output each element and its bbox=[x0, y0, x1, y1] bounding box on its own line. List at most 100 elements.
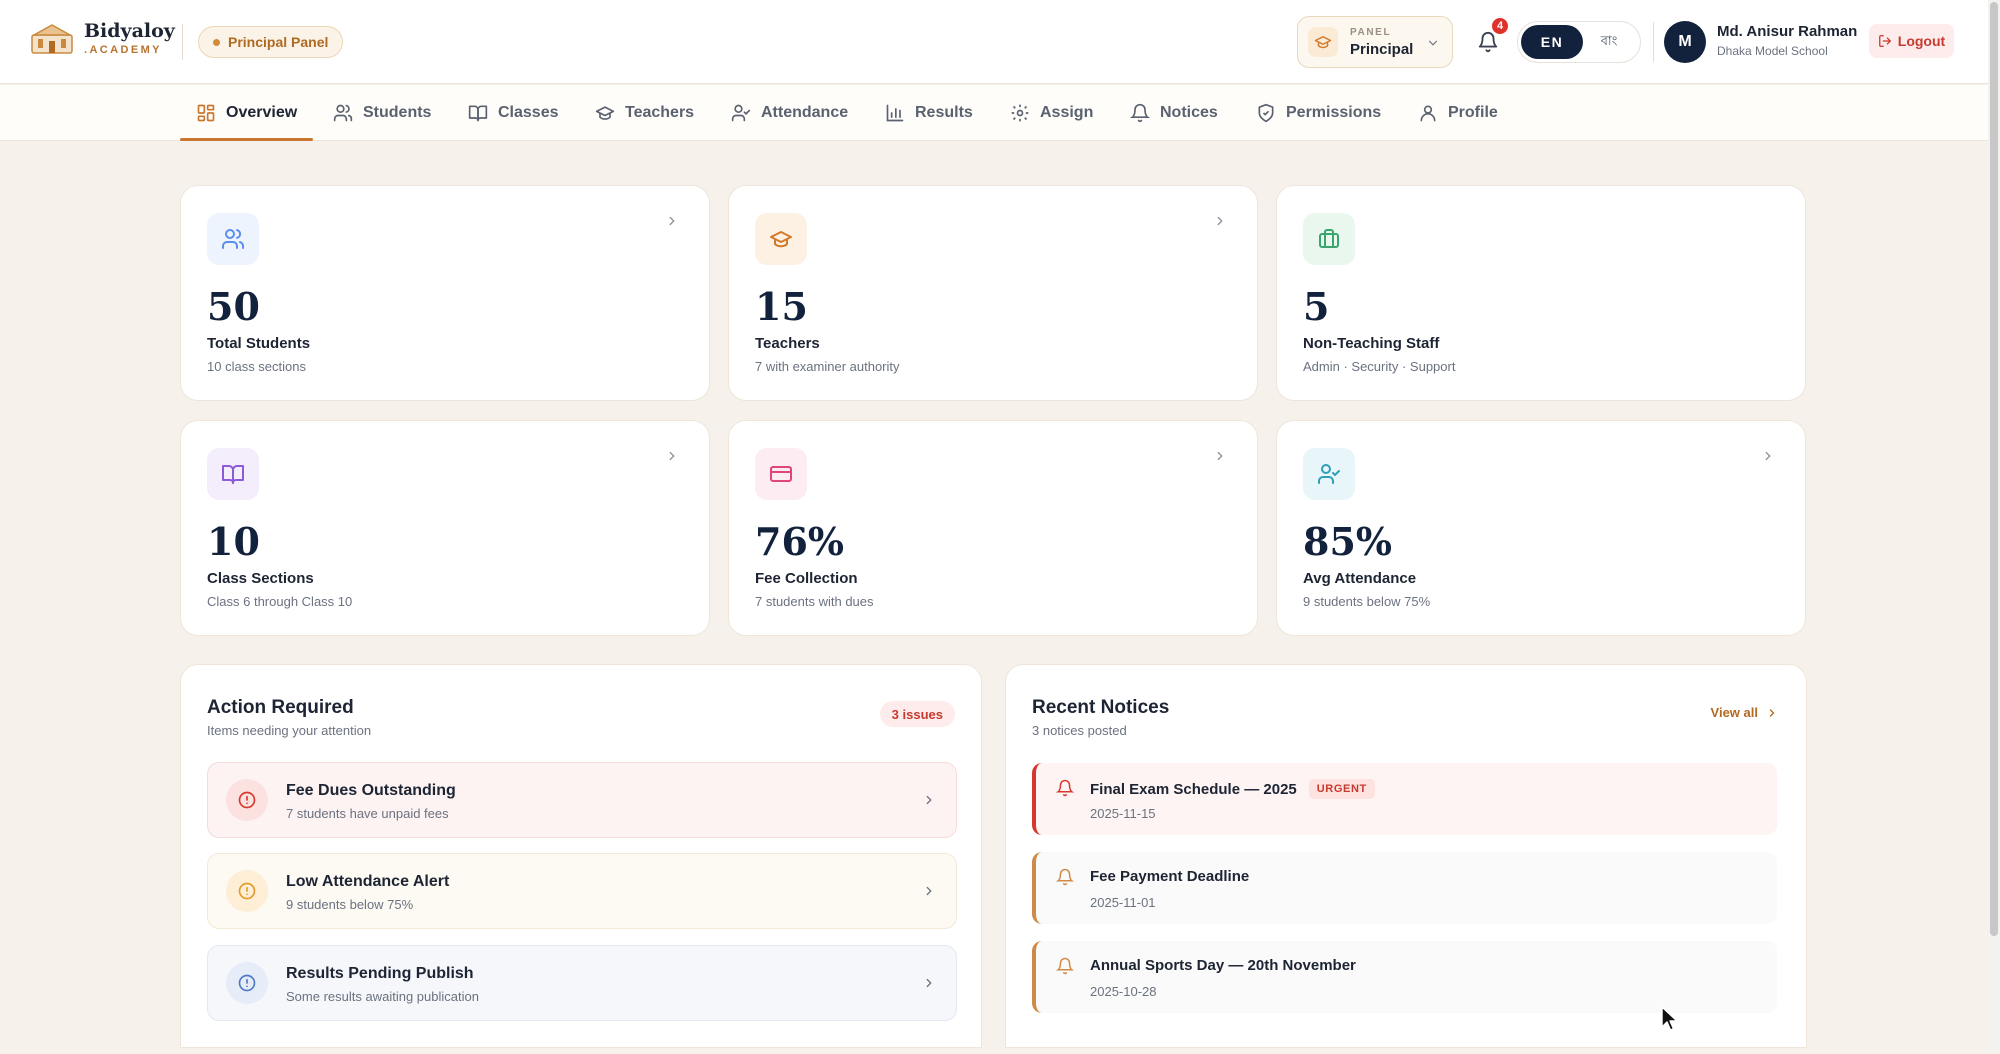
notice-title: Fee Payment Deadline bbox=[1090, 868, 1250, 885]
view-all-link[interactable]: View all bbox=[1711, 705, 1778, 720]
alert-circle-icon bbox=[226, 779, 268, 821]
stat-subtitle: 10 class sections bbox=[207, 359, 306, 374]
alert-circle-icon bbox=[226, 870, 268, 912]
tab-permissions[interactable]: Permissions bbox=[1256, 85, 1381, 141]
tab-results[interactable]: Results bbox=[885, 85, 973, 141]
tab-overview[interactable]: Overview bbox=[179, 85, 314, 141]
panel-subtitle: 3 notices posted bbox=[1032, 723, 1127, 738]
stat-label: Non-Teaching Staff bbox=[1303, 335, 1440, 352]
notice-title: Annual Sports Day — 20th November bbox=[1090, 957, 1356, 974]
notice-title-row: Final Exam Schedule — 2025 URGENT bbox=[1090, 779, 1375, 799]
stat-card-total-students[interactable]: 50 Total Students 10 class sections bbox=[180, 185, 710, 401]
tab-teachers[interactable]: Teachers bbox=[595, 85, 694, 141]
alert-low-attendance[interactable]: Low Attendance Alert 9 students below 75… bbox=[207, 853, 957, 929]
bell-icon bbox=[1056, 779, 1074, 797]
brand-name: Bidyaloy bbox=[84, 20, 175, 42]
grid-icon bbox=[197, 104, 215, 122]
book-open-icon bbox=[207, 448, 259, 500]
header-divider bbox=[1653, 22, 1654, 62]
briefcase-icon bbox=[1303, 213, 1355, 265]
language-option-bn[interactable]: বাং bbox=[1600, 33, 1618, 49]
users-icon bbox=[333, 104, 353, 122]
bell-icon bbox=[1056, 868, 1074, 886]
logout-button[interactable]: Logout bbox=[1869, 24, 1954, 58]
users-icon bbox=[207, 213, 259, 265]
user-check-icon bbox=[731, 104, 751, 122]
notice-item[interactable]: Final Exam Schedule — 2025 URGENT 2025-1… bbox=[1032, 763, 1777, 835]
chevron-right-icon bbox=[1769, 708, 1775, 717]
status-dot-icon bbox=[213, 38, 220, 46]
chevron-right-icon bbox=[926, 795, 932, 805]
chevron-right-icon bbox=[669, 451, 675, 461]
header-divider bbox=[182, 24, 183, 60]
graduation-cap-icon bbox=[755, 213, 807, 265]
stat-label: Class Sections bbox=[207, 570, 314, 587]
stat-value: 50 bbox=[207, 284, 260, 329]
notice-date: 2025-10-28 bbox=[1090, 984, 1157, 999]
alert-circle-icon bbox=[226, 962, 268, 1004]
role-select-value: Principal bbox=[1350, 40, 1414, 58]
stat-card-avg-attendance[interactable]: 85% Avg Attendance 9 students below 75% bbox=[1276, 420, 1806, 636]
notice-title-row: Fee Payment Deadline bbox=[1090, 868, 1249, 885]
language-option-en[interactable]: EN bbox=[1521, 25, 1583, 59]
panel-role-select[interactable]: PANEL Principal bbox=[1297, 16, 1453, 68]
chevron-right-icon bbox=[1217, 451, 1223, 461]
notice-title-row: Annual Sports Day — 20th November bbox=[1090, 957, 1356, 974]
user-name: Md. Anisur Rahman bbox=[1717, 23, 1858, 40]
stat-card-teachers[interactable]: 15 Teachers 7 with examiner authority bbox=[728, 185, 1258, 401]
tab-students[interactable]: Students bbox=[333, 85, 431, 141]
tab-notices[interactable]: Notices bbox=[1130, 85, 1218, 141]
notice-item[interactable]: Annual Sports Day — 20th November 2025-1… bbox=[1032, 941, 1777, 1013]
school-building-icon bbox=[31, 24, 73, 54]
notifications-button[interactable] bbox=[1468, 22, 1508, 62]
user-icon bbox=[1420, 105, 1436, 122]
book-icon bbox=[468, 105, 488, 122]
chevron-right-icon bbox=[926, 886, 932, 896]
brand-logo[interactable]: Bidyaloy .ACADEMY bbox=[30, 22, 175, 56]
view-all-label: View all bbox=[1710, 705, 1758, 720]
stat-card-fee-collection[interactable]: 76% Fee Collection 7 students with dues bbox=[728, 420, 1258, 636]
credit-card-icon bbox=[755, 448, 807, 500]
recent-notices-panel: Recent Notices 3 notices posted View all… bbox=[1005, 664, 1807, 1048]
stat-card-class-sections[interactable]: 10 Class Sections Class 6 through Class … bbox=[180, 420, 710, 636]
alert-fee-dues[interactable]: Fee Dues Outstanding 7 students have unp… bbox=[207, 762, 957, 838]
panel-badge: Principal Panel bbox=[198, 26, 344, 58]
notice-date: 2025-11-15 bbox=[1090, 806, 1156, 821]
tab-label: Attendance bbox=[761, 104, 849, 121]
tab-classes[interactable]: Classes bbox=[468, 85, 559, 141]
main-nav: Overview Students Classes Teachers Atten… bbox=[0, 85, 1988, 141]
stat-subtitle: 7 with examiner authority bbox=[755, 359, 900, 374]
tab-label: Profile bbox=[1448, 104, 1498, 121]
tab-label: Results bbox=[915, 104, 973, 121]
avatar[interactable]: M bbox=[1664, 21, 1706, 63]
notice-date: 2025-11-01 bbox=[1090, 895, 1156, 910]
stat-value: 85% bbox=[1303, 519, 1392, 564]
page-scrollbar[interactable] bbox=[1988, 0, 2000, 1054]
stat-value: 15 bbox=[755, 284, 808, 329]
stat-subtitle: 9 students below 75% bbox=[1303, 594, 1431, 609]
tab-assign[interactable]: Assign bbox=[1010, 85, 1093, 141]
alert-title: Low Attendance Alert bbox=[286, 873, 450, 890]
language-toggle[interactable]: EN বাং bbox=[1517, 21, 1641, 63]
notice-item[interactable]: Fee Payment Deadline 2025-11-01 bbox=[1032, 852, 1777, 924]
tab-attendance[interactable]: Attendance bbox=[731, 85, 848, 141]
chevron-right-icon bbox=[669, 216, 675, 226]
tab-profile[interactable]: Profile bbox=[1418, 85, 1498, 141]
graduation-cap-icon bbox=[595, 106, 615, 120]
stat-subtitle: Admin · Security · Support bbox=[1303, 359, 1456, 374]
tab-label: Permissions bbox=[1286, 104, 1382, 121]
alert-subtitle: Some results awaiting publication bbox=[286, 989, 479, 1004]
notifications-count-badge: 4 bbox=[1490, 16, 1510, 36]
shield-check-icon bbox=[1258, 103, 1274, 123]
chevron-down-icon bbox=[1428, 40, 1438, 46]
tab-label: Classes bbox=[498, 104, 559, 121]
stat-value: 10 bbox=[207, 519, 260, 564]
stat-value: 5 bbox=[1303, 284, 1330, 329]
chevron-right-icon bbox=[1765, 451, 1771, 461]
scrollbar-thumb[interactable] bbox=[1990, 2, 1998, 936]
tab-label: Students bbox=[363, 104, 432, 121]
action-required-panel: Action Required Items needing your atten… bbox=[180, 664, 982, 1048]
tab-label: Teachers bbox=[625, 104, 695, 121]
stat-card-non-teaching-staff[interactable]: 5 Non-Teaching Staff Admin · Security · … bbox=[1276, 185, 1806, 401]
alert-results-pending[interactable]: Results Pending Publish Some results awa… bbox=[207, 945, 957, 1021]
